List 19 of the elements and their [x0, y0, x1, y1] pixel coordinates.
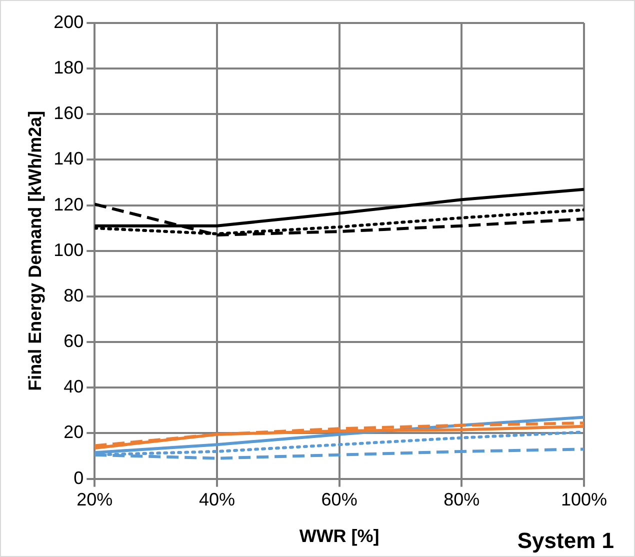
y-tick-label: 140	[54, 148, 84, 169]
text: System 1	[517, 528, 614, 554]
y-axis-title: Final Energy Demand [kWh/m2a]	[24, 110, 45, 391]
x-tick-label: 100%	[560, 490, 608, 510]
x-tick-label: 60%	[321, 490, 358, 510]
x-axis-title: WWR [%]	[299, 526, 380, 546]
x-tick-label: 20%	[76, 490, 113, 510]
y-tick-label: 160	[54, 103, 84, 124]
y-tick-label: 100	[54, 240, 84, 260]
y-tick-label: 120	[54, 194, 84, 214]
x-tick-label: 80%	[444, 490, 480, 510]
y-tick-label: 0	[74, 468, 84, 488]
y-tick-label: 60	[64, 331, 84, 352]
y-tick-label: 40	[64, 376, 84, 397]
y-tick-label: 180	[54, 58, 84, 78]
y-tick-label: 80	[64, 285, 84, 306]
y-tick-label: 20	[64, 422, 84, 442]
y-tick-label: 200	[54, 12, 84, 32]
x-tick-label: 40%	[198, 490, 235, 510]
